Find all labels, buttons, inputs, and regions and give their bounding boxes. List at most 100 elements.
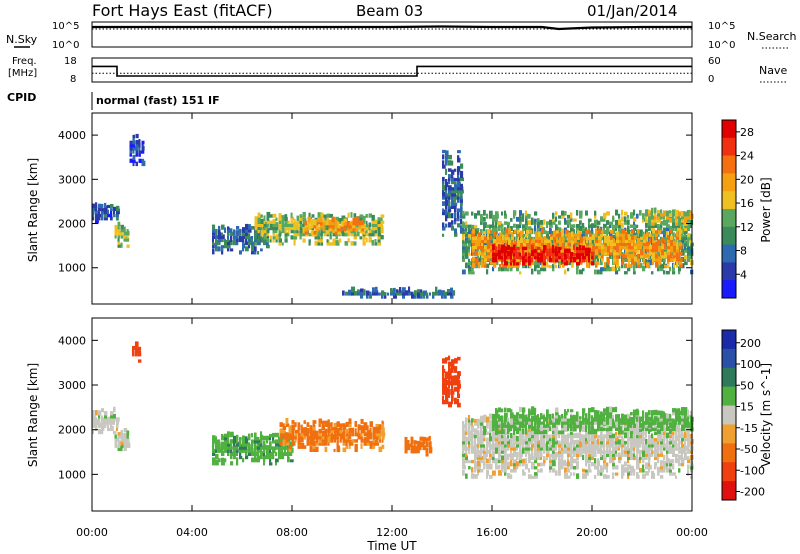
heat-cell bbox=[489, 420, 493, 426]
heat-cell bbox=[510, 267, 513, 272]
heat-cell bbox=[251, 250, 255, 255]
heat-cell bbox=[381, 444, 385, 449]
heat-cell bbox=[675, 415, 679, 419]
heat-cell bbox=[679, 242, 683, 247]
heat-cell bbox=[450, 294, 454, 299]
heat-cell bbox=[110, 213, 113, 218]
colorbar-segment bbox=[722, 405, 736, 425]
heat-cell bbox=[451, 400, 454, 405]
heat-cell bbox=[585, 469, 588, 473]
heat-cell bbox=[486, 263, 490, 269]
heat-cell bbox=[585, 252, 589, 257]
heat-cell bbox=[558, 220, 561, 225]
heat-cell bbox=[516, 252, 520, 257]
heat-cell bbox=[423, 293, 426, 299]
heat-cell bbox=[215, 246, 219, 252]
heat-cell bbox=[570, 409, 574, 413]
heat-cell bbox=[663, 427, 667, 432]
heat-cell bbox=[260, 237, 264, 243]
heat-cell bbox=[510, 246, 514, 250]
heat-cell bbox=[648, 423, 652, 428]
heat-cell bbox=[275, 439, 279, 444]
heat-cell bbox=[634, 256, 638, 262]
heat-cell bbox=[92, 203, 96, 209]
heat-cell bbox=[498, 248, 501, 254]
heat-cell bbox=[657, 410, 661, 416]
heat-cell bbox=[636, 474, 640, 479]
heat-cell bbox=[471, 467, 474, 473]
heat-cell bbox=[315, 446, 319, 452]
heat-cell bbox=[360, 436, 363, 440]
heat-cell bbox=[312, 430, 316, 434]
heat-cell bbox=[510, 474, 513, 479]
heat-cell bbox=[654, 416, 658, 422]
heat-cell bbox=[236, 440, 239, 444]
heat-cell bbox=[107, 421, 110, 428]
heat-cell bbox=[413, 447, 417, 454]
heat-cell bbox=[547, 239, 551, 243]
heat-cell bbox=[236, 233, 239, 239]
heat-cell bbox=[538, 231, 541, 237]
heat-cell bbox=[555, 418, 559, 422]
heat-cell bbox=[375, 432, 379, 437]
heat-cell bbox=[230, 228, 233, 233]
heat-cell bbox=[266, 215, 270, 221]
heat-cell bbox=[549, 459, 553, 464]
heat-cell bbox=[579, 416, 582, 420]
heat-cell bbox=[296, 223, 299, 228]
freq-left-bottom-tick: 8 bbox=[70, 74, 76, 85]
heat-cell bbox=[336, 436, 339, 440]
heat-cell bbox=[690, 475, 693, 479]
heat-cell bbox=[543, 450, 546, 454]
heat-cell bbox=[516, 431, 519, 435]
heat-cell bbox=[272, 218, 277, 224]
heat-cell bbox=[564, 211, 567, 216]
heat-cell bbox=[631, 248, 635, 253]
heat-cell bbox=[675, 430, 678, 435]
heat-cell bbox=[675, 415, 679, 422]
heat-cell bbox=[468, 227, 471, 231]
heat-cell bbox=[603, 423, 606, 429]
heat-cell bbox=[254, 219, 259, 224]
heat-cell bbox=[372, 290, 376, 296]
heat-cell bbox=[329, 230, 332, 237]
heat-cell bbox=[634, 242, 638, 247]
heat-cell bbox=[528, 408, 531, 413]
heat-cell bbox=[577, 231, 581, 237]
heat-cell bbox=[564, 254, 568, 260]
heat-cell bbox=[609, 443, 612, 448]
heat-cell bbox=[628, 254, 632, 259]
heat-cell bbox=[480, 449, 484, 454]
heat-cell bbox=[558, 415, 561, 419]
heat-cell bbox=[114, 444, 118, 448]
heat-cell bbox=[457, 166, 461, 172]
heat-cell bbox=[630, 466, 634, 473]
heat-cell bbox=[135, 133, 139, 139]
heat-cell bbox=[642, 446, 646, 451]
heat-cell bbox=[478, 232, 481, 237]
heat-cell bbox=[541, 262, 544, 268]
heat-cell bbox=[532, 261, 535, 265]
heat-cell bbox=[681, 407, 685, 413]
heat-cell bbox=[684, 410, 687, 416]
heat-cell bbox=[580, 242, 584, 247]
heat-cell bbox=[532, 238, 536, 243]
heat-cell bbox=[621, 430, 624, 435]
heat-cell bbox=[621, 468, 624, 473]
heat-cell bbox=[272, 226, 276, 231]
heat-cell bbox=[377, 222, 381, 227]
heat-cell bbox=[442, 358, 446, 364]
heat-cell bbox=[445, 193, 448, 197]
heat-cell bbox=[507, 439, 511, 445]
heat-cell bbox=[552, 455, 555, 461]
heat-cell bbox=[562, 241, 565, 246]
heat-cell bbox=[621, 449, 624, 454]
heat-cell bbox=[678, 422, 681, 428]
heat-cell bbox=[615, 440, 619, 445]
heat-cell bbox=[519, 460, 523, 464]
heat-cell bbox=[553, 241, 556, 247]
heat-cell bbox=[546, 455, 549, 461]
heat-cell bbox=[284, 223, 289, 227]
heat-cell bbox=[457, 181, 461, 188]
colorbar-tick-label: 8 bbox=[740, 245, 747, 258]
